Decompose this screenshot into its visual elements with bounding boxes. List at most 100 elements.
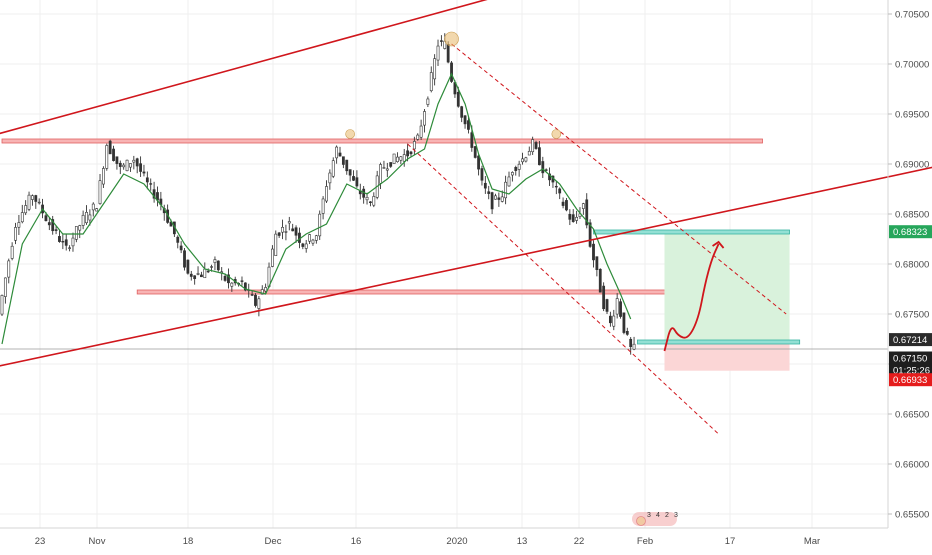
target-price-label: 0.68323 <box>893 227 927 238</box>
stop-loss-box <box>664 342 790 371</box>
candle-body <box>483 182 487 189</box>
candle-body <box>622 312 626 333</box>
candle-body <box>230 282 234 287</box>
candle-body <box>632 343 636 350</box>
candle-body <box>24 205 28 214</box>
candle-body <box>480 168 484 181</box>
candle-body <box>490 192 494 210</box>
current-price-label-bg <box>889 351 932 365</box>
candle-body <box>301 243 305 247</box>
y-tick-label: 0.65500 <box>895 510 929 521</box>
candle-body <box>446 44 450 63</box>
candle-body <box>44 215 48 222</box>
zone-layer <box>0 138 888 371</box>
candle-body <box>470 132 474 148</box>
candle-body <box>524 157 528 162</box>
candle-body <box>210 266 213 268</box>
x-tick-label: 13 <box>517 536 528 547</box>
candle-body <box>81 214 85 226</box>
x-tick-label: 18 <box>183 536 194 547</box>
candle-body <box>619 301 622 317</box>
candle-body <box>183 250 186 268</box>
candle-body <box>176 236 180 243</box>
x-tick-label: 23 <box>35 536 46 547</box>
x-tick-label: Dec <box>265 536 282 547</box>
candle-body <box>105 145 109 169</box>
candle-body <box>558 188 562 194</box>
candle-body <box>135 158 139 167</box>
candle-body <box>541 161 545 174</box>
candle-body <box>243 282 247 291</box>
candle-body <box>382 167 386 169</box>
candle-body <box>54 229 58 231</box>
candle-body <box>274 233 278 256</box>
candle-body <box>328 172 332 184</box>
candle-body <box>206 270 210 273</box>
candle-body <box>615 298 619 315</box>
candle-body <box>152 189 156 199</box>
candle-body <box>240 280 244 282</box>
swing-point-marker <box>551 129 562 139</box>
candle-body <box>436 45 440 61</box>
candle-body <box>341 156 345 165</box>
candle-body <box>254 294 257 306</box>
channel-lower-line <box>0 166 932 367</box>
y-tick-label: 0.70000 <box>895 60 929 71</box>
candle-body <box>598 268 602 293</box>
candle-body <box>125 159 129 172</box>
candle-layer <box>0 33 636 355</box>
candle-body <box>20 212 24 223</box>
y-tick-label: 0.68000 <box>895 260 929 271</box>
candle-body <box>416 134 420 140</box>
candle-body <box>0 295 4 315</box>
bar-countdown-label: 01:25:26 <box>893 366 930 377</box>
candle-body <box>47 222 51 226</box>
candle-body <box>565 200 568 211</box>
candle-body <box>335 146 339 159</box>
candle-body <box>223 275 227 281</box>
candle-body <box>369 201 372 203</box>
candle-body <box>108 140 112 155</box>
moving-average-layer <box>1 72 632 345</box>
candle-body <box>450 62 453 82</box>
candle-body <box>308 234 311 242</box>
candle-body <box>592 243 595 261</box>
swing-point-marker <box>345 129 355 139</box>
candle-body <box>625 330 629 335</box>
candle-body <box>531 139 535 153</box>
stop-price-label-bg <box>889 373 932 387</box>
candle-body <box>467 120 470 130</box>
candle-body <box>257 298 261 309</box>
event-count: 3 <box>647 512 651 519</box>
y-tick-label: 0.66000 <box>895 460 929 471</box>
candle-body <box>514 167 518 171</box>
candle-body <box>34 195 38 202</box>
candle-body <box>504 181 508 199</box>
candle-body <box>399 156 403 161</box>
candle-body <box>338 152 342 157</box>
candle-body <box>227 274 230 284</box>
candle-body <box>348 169 352 176</box>
candle-body <box>439 40 443 42</box>
candle-body <box>291 228 295 232</box>
candle-body <box>294 227 298 236</box>
candle-body <box>78 225 82 231</box>
candle-body <box>473 146 477 158</box>
candle-body <box>287 221 291 224</box>
candle-body <box>605 299 609 312</box>
candle-body <box>203 268 207 279</box>
candle-body <box>318 213 322 237</box>
candle-body <box>612 315 616 327</box>
candle-body <box>392 153 396 164</box>
candle-body <box>3 277 7 297</box>
candle-body <box>186 259 190 274</box>
candle-body <box>31 195 34 200</box>
candle-body <box>284 231 288 233</box>
candle-body <box>595 256 599 270</box>
candle-body <box>500 196 504 202</box>
swing-point-marker <box>444 31 459 47</box>
support-zone <box>637 339 801 345</box>
